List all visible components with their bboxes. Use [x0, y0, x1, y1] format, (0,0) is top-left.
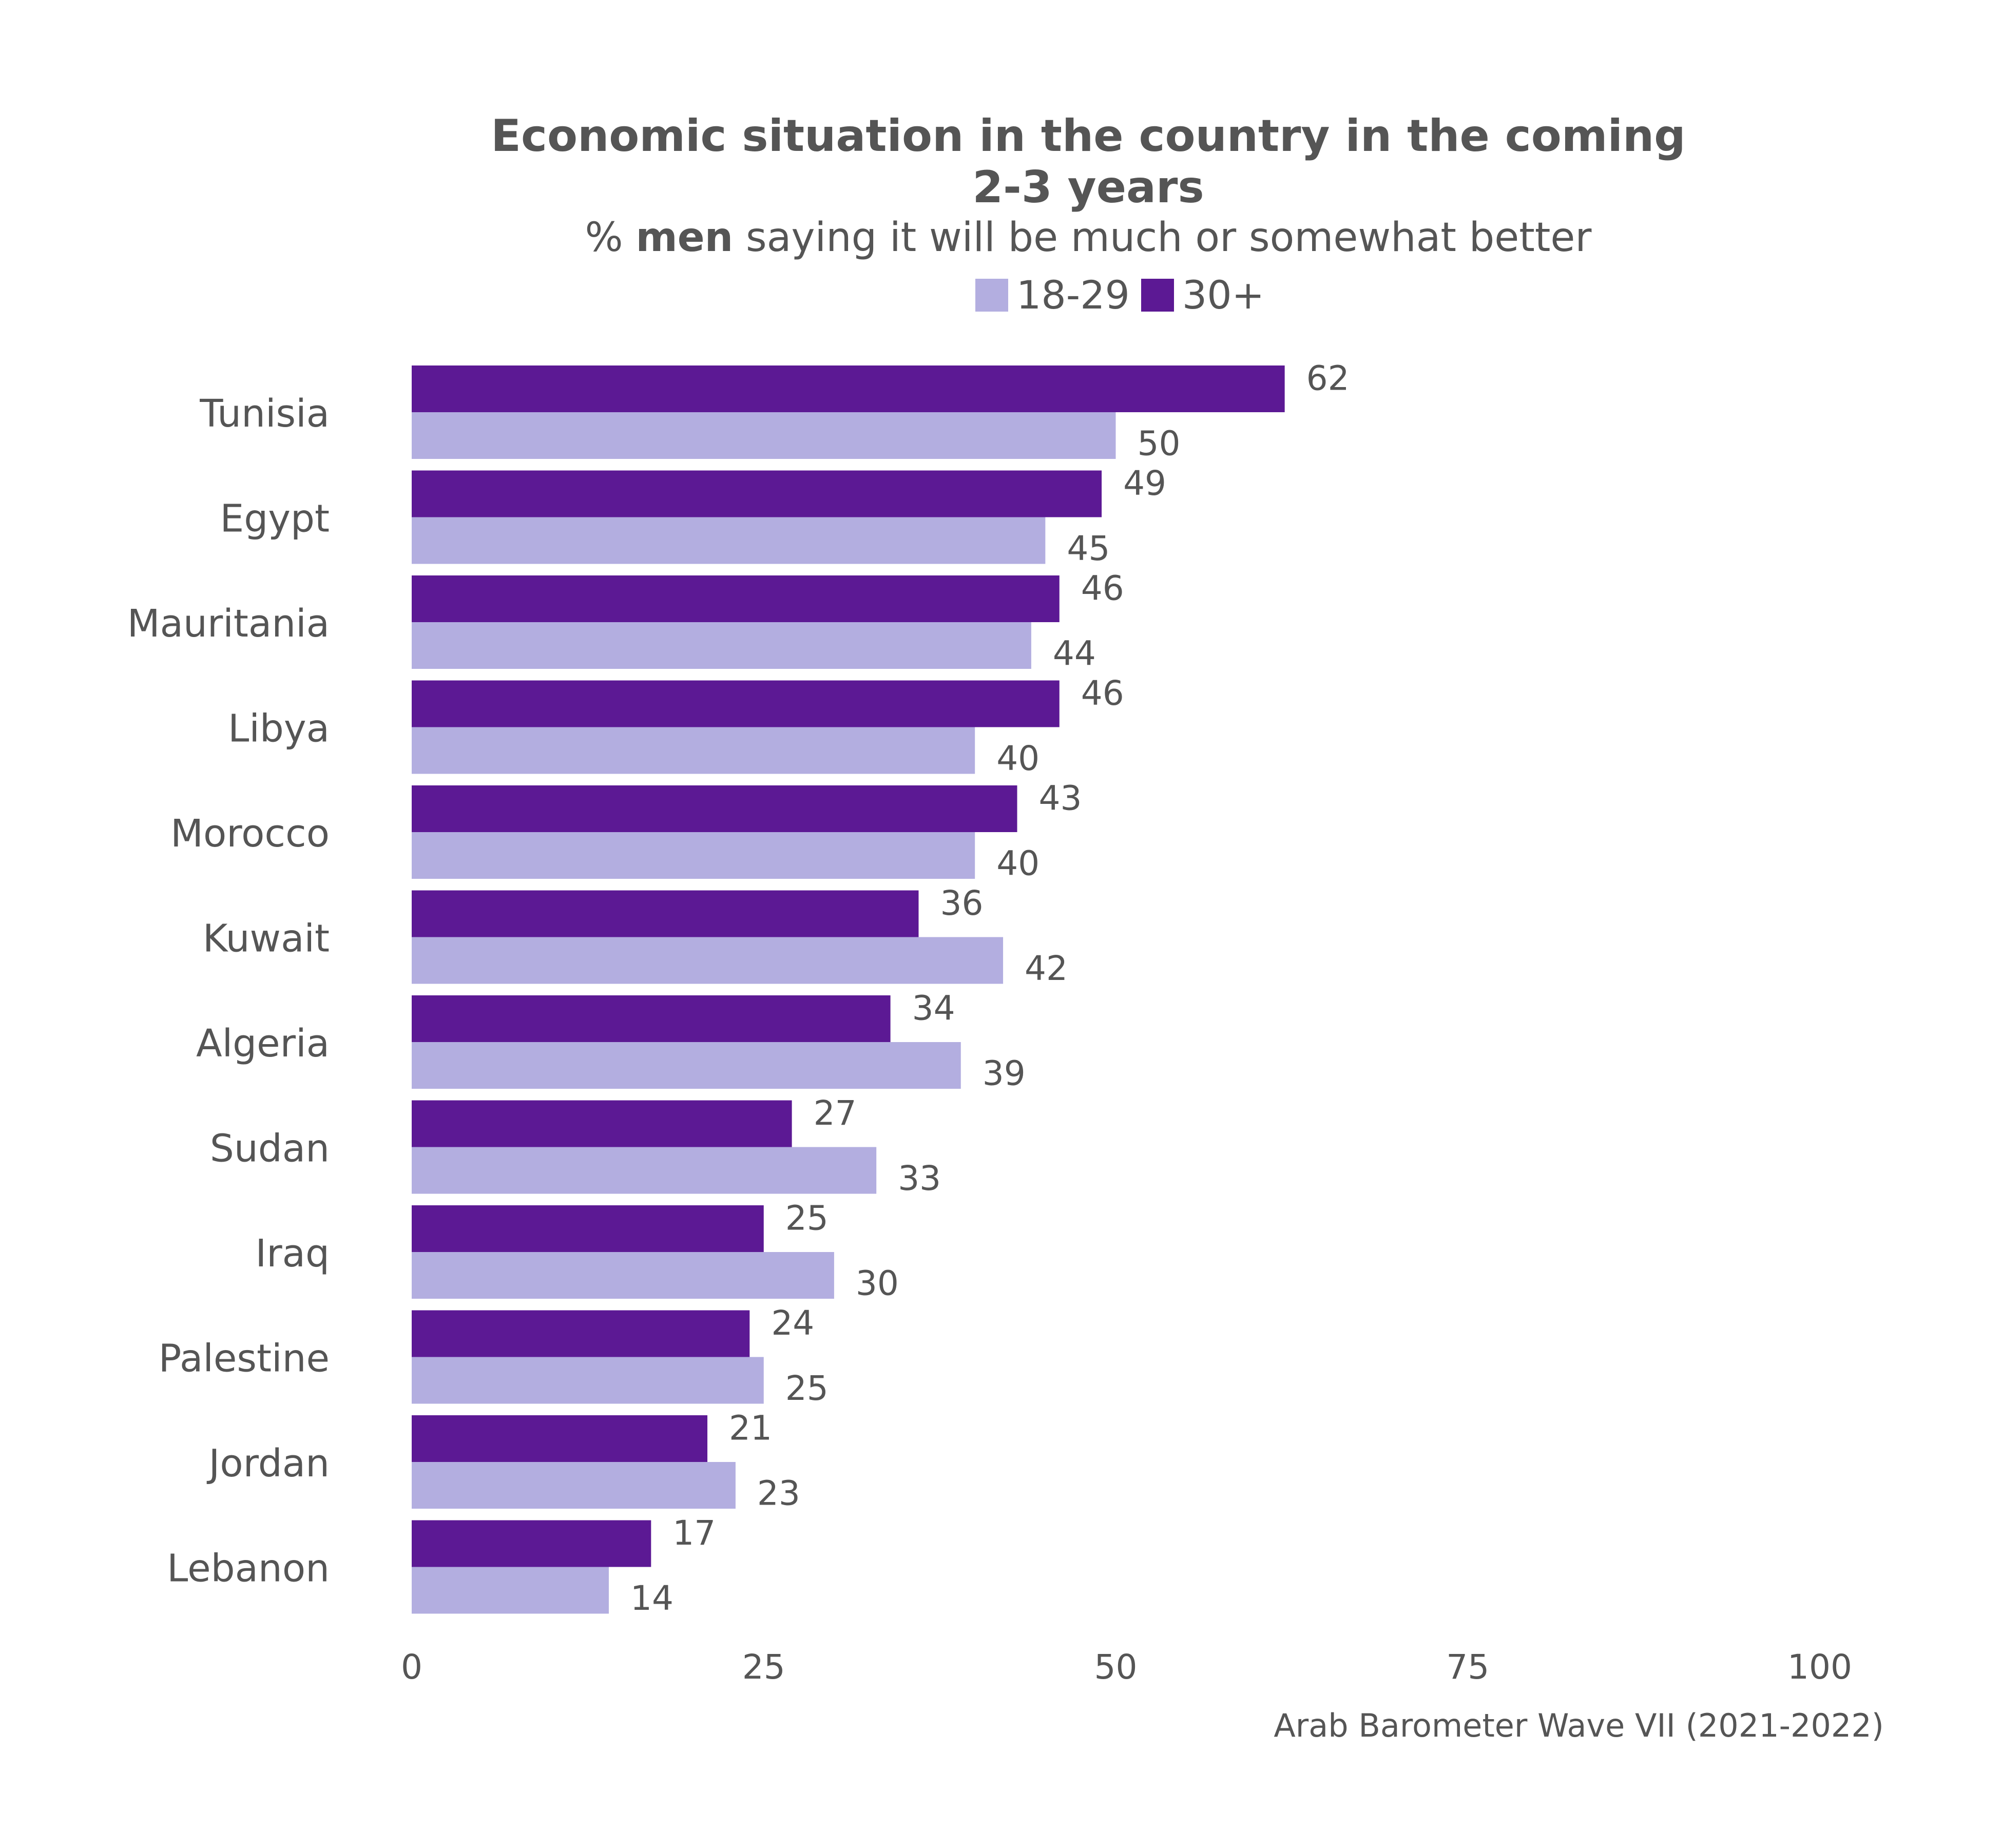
- category-label-jordan: Jordan: [207, 1441, 330, 1486]
- data-label-iraq-30-plus: 25: [785, 1199, 829, 1238]
- data-label-morocco-18-29: 40: [996, 844, 1040, 883]
- data-label-mauritania-30-plus: 46: [1081, 569, 1124, 608]
- data-label-sudan-30-plus: 27: [814, 1093, 857, 1133]
- bar-kuwait-30-plus: [412, 890, 919, 937]
- x-tick-label-25: 25: [742, 1647, 785, 1687]
- legend-swatch-30-plus: [1141, 278, 1174, 312]
- bar-jordan-18-29: [412, 1462, 736, 1509]
- data-label-lebanon-30-plus: 17: [672, 1513, 716, 1553]
- bar-tunisia-18-29: [412, 412, 1116, 459]
- data-label-algeria-18-29: 39: [983, 1054, 1026, 1093]
- legend-label-30-plus: 30+: [1182, 272, 1265, 318]
- bar-tunisia-30-plus: [412, 365, 1285, 412]
- legend-item-30-plus: 30+: [1141, 272, 1264, 318]
- bar-palestine-18-29: [412, 1357, 764, 1404]
- bar-egypt-30-plus: [412, 470, 1102, 517]
- subtitle-suffix: saying it will be much or somewhat bette…: [733, 215, 1592, 261]
- subtitle-bold: men: [636, 215, 734, 261]
- data-label-egypt-18-29: 45: [1067, 529, 1110, 568]
- category-label-libya: Libya: [228, 707, 330, 751]
- category-label-mauritania: Mauritania: [127, 602, 330, 646]
- bar-jordan-30-plus: [412, 1415, 708, 1462]
- x-tick-label-100: 100: [1787, 1647, 1852, 1687]
- bar-mauritania-30-plus: [412, 575, 1060, 622]
- bar-lebanon-18-29: [412, 1567, 609, 1614]
- legend-item-18-29: 18-29: [975, 272, 1130, 318]
- data-label-kuwait-18-29: 42: [1025, 949, 1068, 988]
- bar-morocco-18-29: [412, 832, 975, 879]
- title-block: Economic situation in the country in the…: [0, 110, 2002, 262]
- category-label-egypt: Egypt: [220, 497, 330, 541]
- chart-title: Economic situation in the country in the…: [491, 110, 1686, 213]
- bar-mauritania-18-29: [412, 622, 1031, 669]
- data-label-palestine-18-29: 25: [785, 1369, 829, 1408]
- data-label-iraq-18-29: 30: [856, 1264, 899, 1303]
- data-label-mauritania-18-29: 44: [1053, 634, 1096, 673]
- data-label-jordan-18-29: 23: [757, 1474, 800, 1513]
- bar-morocco-30-plus: [412, 785, 1017, 832]
- source-caption: Arab Barometer Wave VII (2021-2022): [1274, 1707, 1884, 1744]
- data-label-morocco-30-plus: 43: [1038, 779, 1082, 818]
- category-label-lebanon: Lebanon: [167, 1547, 330, 1591]
- category-label-tunisia: Tunisia: [199, 392, 330, 436]
- data-label-algeria-30-plus: 34: [912, 989, 955, 1028]
- bar-iraq-18-29: [412, 1252, 834, 1299]
- data-label-palestine-30-plus: 24: [771, 1303, 814, 1343]
- data-label-libya-18-29: 40: [996, 739, 1040, 778]
- bar-lebanon-30-plus: [412, 1520, 651, 1567]
- bar-libya-30-plus: [412, 680, 1060, 727]
- category-label-sudan: Sudan: [210, 1127, 330, 1171]
- data-label-sudan-18-29: 33: [898, 1159, 941, 1198]
- category-label-palestine: Palestine: [159, 1337, 330, 1381]
- category-label-kuwait: Kuwait: [203, 917, 330, 961]
- bar-sudan-18-29: [412, 1147, 877, 1194]
- legend-swatch-18-29: [975, 278, 1008, 312]
- data-label-libya-30-plus: 46: [1081, 673, 1124, 713]
- x-tick-label-0: 0: [401, 1647, 422, 1687]
- category-label-iraq: Iraq: [255, 1231, 330, 1276]
- bar-kuwait-18-29: [412, 937, 1004, 984]
- data-label-egypt-30-plus: 49: [1123, 464, 1166, 503]
- x-tick-label-75: 75: [1446, 1647, 1489, 1687]
- data-label-jordan-30-plus: 21: [729, 1409, 772, 1448]
- category-label-algeria: Algeria: [196, 1022, 330, 1066]
- bar-palestine-30-plus: [412, 1310, 750, 1357]
- bar-algeria-30-plus: [412, 995, 891, 1042]
- chart-subtitle: % men saying it will be much or somewhat…: [0, 213, 2002, 262]
- category-label-morocco: Morocco: [170, 812, 330, 856]
- data-label-tunisia-18-29: 50: [1138, 424, 1181, 464]
- data-label-lebanon-18-29: 14: [630, 1578, 673, 1618]
- subtitle-prefix: %: [585, 215, 636, 261]
- bar-algeria-18-29: [412, 1042, 961, 1089]
- data-label-kuwait-30-plus: 36: [940, 883, 983, 923]
- data-label-tunisia-30-plus: 62: [1306, 359, 1350, 398]
- bar-egypt-18-29: [412, 517, 1046, 564]
- bar-sudan-30-plus: [412, 1100, 792, 1147]
- legend: 18-29 30+: [975, 272, 1276, 318]
- legend-label-18-29: 18-29: [1016, 272, 1130, 318]
- bar-iraq-30-plus: [412, 1205, 764, 1252]
- bar-libya-18-29: [412, 727, 975, 774]
- x-tick-label-50: 50: [1094, 1647, 1138, 1687]
